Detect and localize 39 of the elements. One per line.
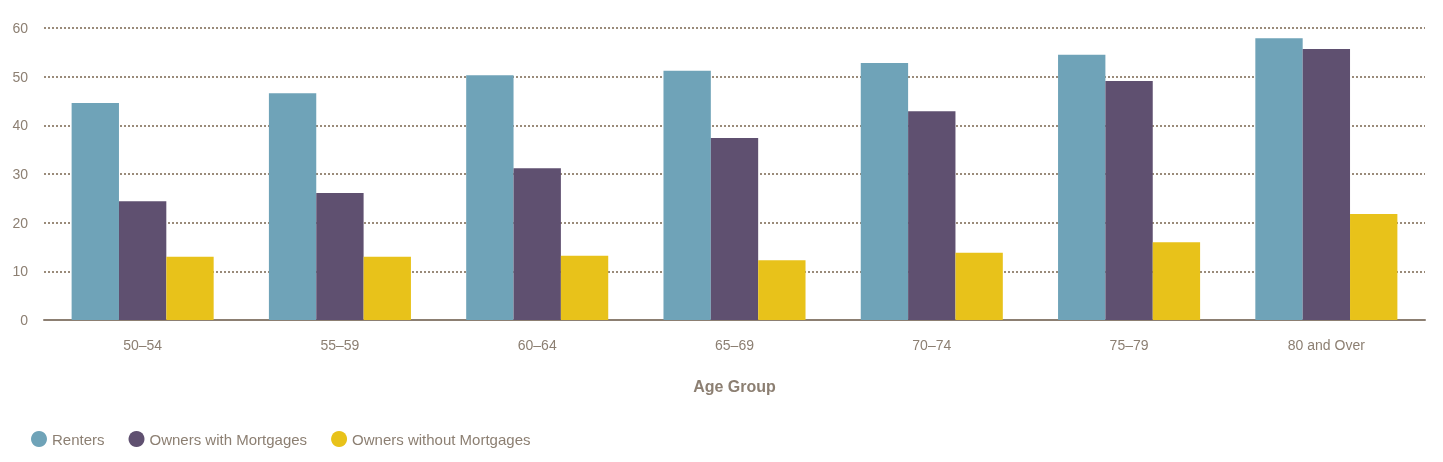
x-tick-label: 60–64 [517,337,557,353]
bar [118,201,167,320]
bar [316,192,364,320]
bar [758,260,806,320]
bar [166,256,214,320]
bar [663,70,711,320]
bar [1105,81,1153,320]
bar [1255,38,1303,320]
x-axis-title: Age Group [693,377,777,395]
x-tick-label: 55–59 [320,337,360,353]
y-tick-label: 20 [12,214,29,231]
y-tick-label: 40 [12,117,29,134]
legend-label: Renters [52,430,105,448]
bar [1350,213,1398,320]
bar [710,137,759,320]
y-tick-label: 30 [12,166,29,182]
bar [71,102,119,320]
bar [1152,242,1201,320]
bar [513,168,561,320]
x-tick-label: 70–74 [912,337,952,353]
bar [1302,48,1351,320]
y-tick-label: 50 [12,68,29,85]
x-tick-label: 80 and Over [1287,337,1366,353]
legend-label: Owners without Mortgages [352,430,531,448]
bar [1058,54,1106,320]
bar [860,63,909,320]
bar [268,93,317,320]
x-tick-label: 50–54 [123,337,163,353]
bar [955,252,1003,320]
x-tick-label: 75–79 [1109,337,1149,353]
bar [466,75,514,320]
bar [560,255,609,320]
legend-label: Owners with Mortgages [149,430,308,448]
y-tick-label: 0 [20,312,29,328]
x-tick-label: 65–69 [715,337,755,353]
bar [363,256,411,320]
y-tick-label: 10 [12,263,29,280]
bar [908,111,956,320]
y-tick-label: 60 [12,20,29,36]
